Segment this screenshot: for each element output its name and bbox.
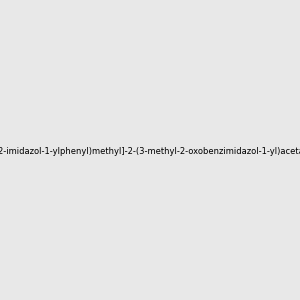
Text: N-[(2-imidazol-1-ylphenyl)methyl]-2-(3-methyl-2-oxobenzimidazol-1-yl)acetamide: N-[(2-imidazol-1-ylphenyl)methyl]-2-(3-m… <box>0 147 300 156</box>
